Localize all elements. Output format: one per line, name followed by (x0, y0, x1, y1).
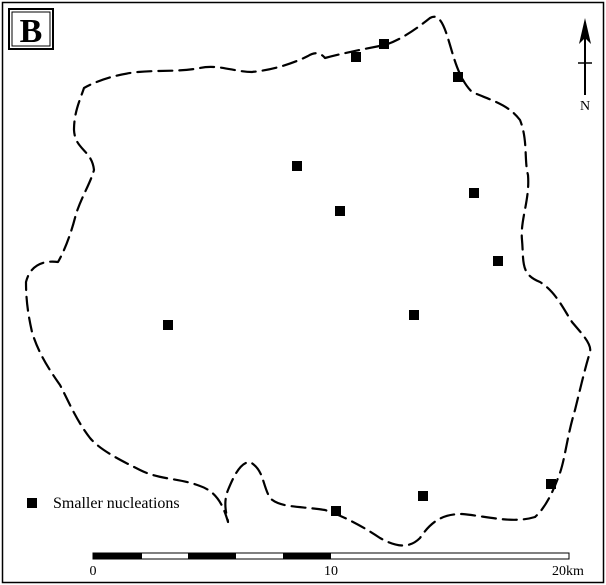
square-marker-icon (335, 206, 345, 216)
square-marker-icon (469, 188, 479, 198)
legend: Smaller nucleations (27, 495, 180, 512)
scale-label-20: 20km (552, 564, 584, 579)
scale-label-10: 10 (324, 564, 338, 579)
panel-label: B (8, 8, 54, 50)
legend-square-icon (27, 498, 37, 508)
square-marker-icon (379, 39, 389, 49)
site-markers (163, 39, 556, 516)
legend-label: Smaller nucleations (53, 495, 180, 512)
square-marker-icon (331, 506, 341, 516)
square-marker-icon (163, 320, 173, 330)
study-area-boundary (24, 15, 592, 547)
panel-letter: B (20, 13, 43, 50)
scale-label-0: 0 (90, 564, 97, 579)
scale-bar: 0 10 20km (90, 552, 584, 579)
north-label: N (580, 99, 590, 114)
square-marker-icon (409, 310, 419, 320)
square-marker-icon (351, 52, 361, 62)
square-marker-icon (546, 479, 556, 489)
square-marker-icon (292, 161, 302, 171)
square-marker-icon (493, 256, 503, 266)
north-arrow-icon: N (578, 18, 592, 114)
square-marker-icon (453, 72, 463, 82)
square-marker-icon (418, 491, 428, 501)
